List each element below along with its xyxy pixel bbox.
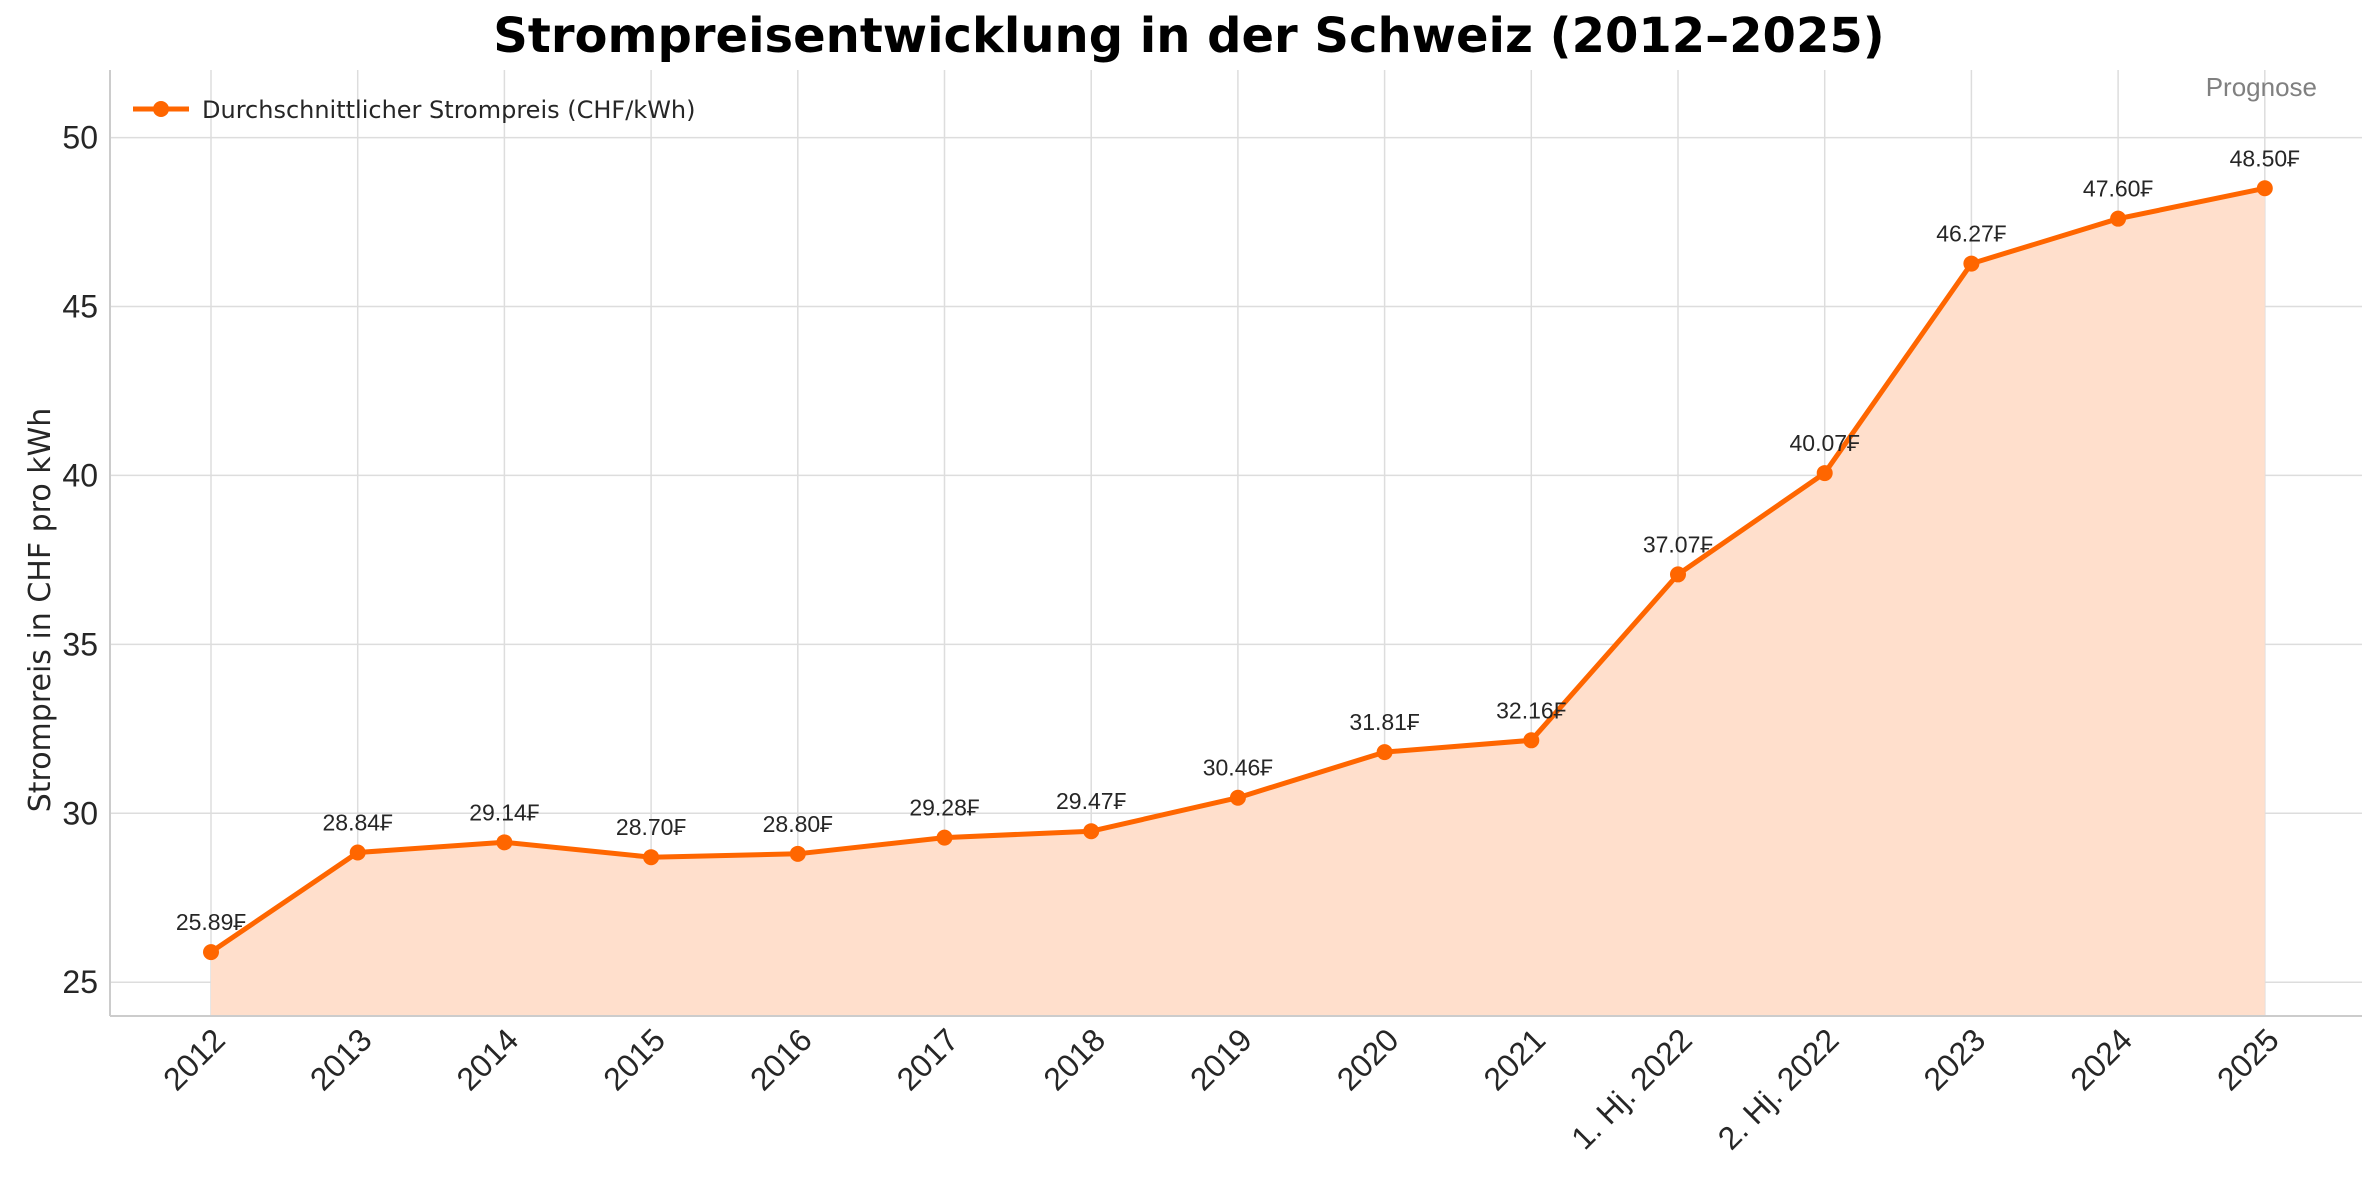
legend-label: Durchschnittlicher Strompreis (CHF/kWh)	[202, 96, 696, 124]
y-tick-labels: 25 30 35 40 45 50	[62, 120, 98, 1001]
data-labels: 25.89₣ 28.84₣ 29.14₣ 28.70₣ 28.80₣ 29.28₣ 29.4…	[176, 145, 2300, 935]
data-label: 32.16₣	[1496, 697, 1567, 723]
data-label: 28.70₣	[616, 814, 687, 840]
data-label: 40.07₣	[1790, 430, 1861, 456]
data-label: 31.81₣	[1349, 709, 1420, 735]
data-point	[2110, 210, 2127, 227]
y-tick-label: 50	[62, 120, 98, 156]
data-point	[349, 844, 366, 861]
x-tick-label: 2019	[1183, 1021, 1259, 1097]
x-tick-label: 2017	[890, 1021, 966, 1097]
chart-title: Strompreisentwicklung in der Schweiz (20…	[493, 8, 1884, 64]
data-label: 29.47₣	[1056, 788, 1127, 814]
data-point	[496, 834, 513, 851]
data-label: 25.89₣	[176, 909, 247, 935]
data-point	[203, 944, 219, 961]
x-tick-label: 2021	[1476, 1021, 1552, 1097]
data-label: 46.27₣	[1936, 221, 2007, 247]
x-tick-label: 2. Hj. 2022	[1711, 1021, 1846, 1156]
data-point	[789, 845, 806, 862]
data-label: 29.28₣	[909, 795, 980, 821]
data-point	[1376, 744, 1393, 761]
x-tick-label: 2016	[743, 1021, 819, 1097]
data-label: 48.50₣	[2230, 145, 2301, 171]
x-tick-label: 2020	[1330, 1021, 1406, 1097]
data-point	[643, 849, 660, 866]
data-point	[1523, 732, 1540, 749]
data-label: 47.60₣	[2083, 176, 2154, 202]
data-point	[1963, 255, 1980, 272]
x-tick-label: 2018	[1036, 1021, 1112, 1097]
x-tick-label: 2025	[2210, 1021, 2286, 1097]
data-points	[203, 180, 2273, 961]
data-point	[1816, 465, 1833, 482]
area-fill	[211, 188, 2265, 1017]
y-tick-label: 35	[62, 626, 98, 662]
data-label: 37.07₣	[1643, 531, 1714, 557]
legend: Durchschnittlicher Strompreis (CHF/kWh)	[133, 96, 696, 124]
data-label: 28.80₣	[763, 811, 834, 837]
axes	[109, 70, 2362, 1017]
y-tick-label: 30	[62, 795, 98, 831]
forecast-note: Prognose	[2206, 72, 2317, 102]
y-tick-label: 40	[62, 457, 98, 493]
legend-dot-marker	[153, 101, 169, 117]
data-point	[1083, 823, 1100, 840]
x-tick-label: 2014	[450, 1021, 526, 1097]
x-tick-labels: 2012 2013 2014 2015 2016 2017 2018 2019 2020 2021…	[156, 1021, 2286, 1156]
data-point	[936, 829, 953, 846]
data-point	[2256, 180, 2273, 197]
x-tick-label: 2012	[156, 1021, 232, 1097]
y-tick-label: 25	[62, 964, 98, 1000]
data-label: 28.84₣	[323, 809, 394, 835]
y-axis-label: Strompreis in CHF pro kWh	[23, 408, 58, 813]
x-tick-label: 2013	[303, 1021, 379, 1097]
data-point	[1670, 566, 1686, 583]
y-tick-label: 45	[62, 289, 98, 325]
x-tick-label: 2023	[1917, 1021, 1993, 1097]
x-tick-label: 1. Hj. 2022	[1564, 1021, 1699, 1156]
x-tick-label: 2024	[2063, 1021, 2139, 1097]
data-label: 30.46₣	[1203, 755, 1274, 781]
x-tick-label: 2015	[596, 1021, 672, 1097]
data-point	[1229, 789, 1246, 806]
data-label: 29.14₣	[469, 799, 540, 825]
